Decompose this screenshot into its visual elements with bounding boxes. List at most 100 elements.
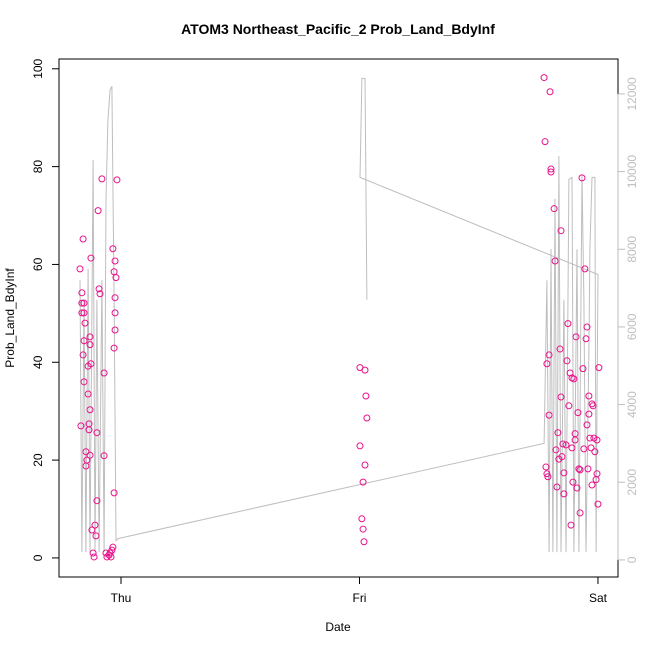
- point: [80, 309, 88, 317]
- point: [87, 360, 95, 368]
- y2-tick-label: 6000: [625, 313, 639, 340]
- point: [92, 532, 100, 540]
- point: [547, 168, 555, 176]
- point: [589, 402, 597, 410]
- point: [111, 257, 119, 265]
- point: [113, 176, 121, 184]
- point: [85, 420, 93, 428]
- point: [109, 543, 117, 551]
- point: [359, 478, 367, 486]
- point: [583, 421, 591, 429]
- point: [78, 289, 86, 297]
- point: [551, 257, 559, 265]
- point: [362, 392, 370, 400]
- point: [80, 299, 88, 307]
- point: [111, 309, 119, 317]
- point: [550, 205, 558, 213]
- point: [96, 290, 104, 298]
- point: [578, 174, 586, 182]
- point: [584, 465, 592, 473]
- y2-tick-label: 4000: [625, 391, 639, 418]
- point: [93, 429, 101, 437]
- y-tick-label: 40: [31, 355, 45, 369]
- point: [564, 320, 572, 328]
- point: [108, 546, 116, 554]
- point: [546, 88, 554, 96]
- point: [586, 434, 594, 442]
- point: [572, 333, 580, 341]
- y-tick-label: 100: [31, 58, 45, 78]
- point: [565, 402, 573, 410]
- point: [86, 333, 94, 341]
- y-tick-label: 0: [31, 554, 45, 561]
- point: [100, 369, 108, 377]
- point: [557, 393, 565, 401]
- point: [76, 265, 84, 273]
- point: [110, 489, 118, 497]
- point: [82, 448, 90, 456]
- point: [109, 245, 117, 253]
- point: [579, 365, 587, 373]
- point: [570, 375, 578, 383]
- x-tick-label: Sat: [589, 591, 608, 605]
- point: [543, 470, 551, 478]
- point: [580, 445, 588, 453]
- point: [581, 265, 589, 273]
- point: [594, 500, 602, 508]
- point: [88, 526, 96, 534]
- point: [568, 444, 576, 452]
- y-tick-label: 60: [31, 257, 45, 271]
- point: [587, 444, 595, 452]
- y2-tick-label: 12000: [625, 77, 639, 111]
- point: [576, 509, 584, 517]
- point: [556, 345, 564, 353]
- point: [77, 422, 85, 430]
- point: [361, 461, 369, 469]
- x-tick-label: Fri: [352, 591, 366, 605]
- point: [557, 227, 565, 235]
- point: [98, 175, 106, 183]
- point: [100, 452, 108, 460]
- point: [359, 525, 367, 533]
- point: [588, 481, 596, 489]
- point: [83, 456, 91, 464]
- point: [81, 319, 89, 327]
- point: [356, 442, 364, 450]
- point: [94, 207, 102, 215]
- point: [89, 549, 97, 557]
- point: [582, 335, 590, 343]
- y-axis-label: Prob_Land_BdyInf: [3, 268, 17, 368]
- point: [542, 463, 550, 471]
- point: [560, 490, 568, 498]
- point: [87, 254, 95, 262]
- point: [358, 515, 366, 523]
- point: [559, 440, 567, 448]
- point: [562, 441, 570, 449]
- point: [544, 473, 552, 481]
- point: [563, 357, 571, 365]
- y2-tick-label: 10000: [625, 155, 639, 189]
- point: [585, 410, 593, 418]
- y2-tick-label: 0: [625, 556, 639, 563]
- point: [575, 465, 583, 473]
- point: [86, 451, 94, 459]
- point: [567, 521, 575, 529]
- point: [573, 484, 581, 492]
- point: [554, 429, 562, 437]
- point: [583, 323, 591, 331]
- point: [540, 74, 548, 82]
- point: [90, 553, 98, 561]
- point: [84, 390, 92, 398]
- point: [80, 378, 88, 386]
- point: [595, 364, 603, 372]
- y2-tick-label: 8000: [625, 236, 639, 263]
- point: [86, 341, 94, 349]
- point: [111, 294, 119, 302]
- point: [86, 406, 94, 414]
- x-axis-label: Date: [325, 620, 351, 634]
- point: [545, 351, 553, 359]
- point: [91, 521, 99, 529]
- point: [553, 483, 561, 491]
